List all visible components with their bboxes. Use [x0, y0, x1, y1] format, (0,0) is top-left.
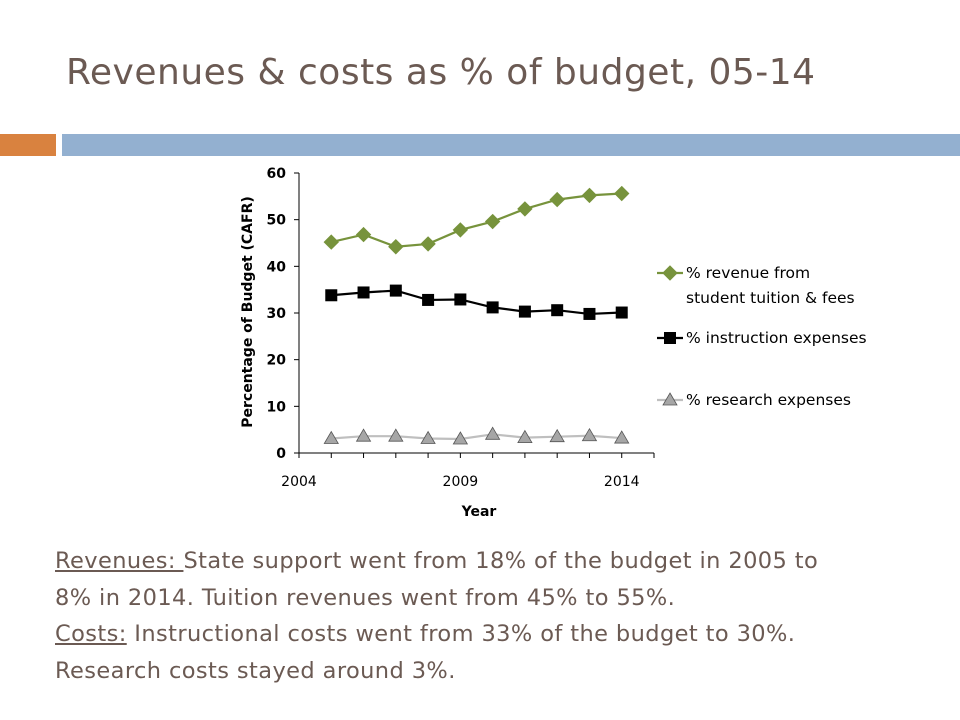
data-point: [422, 293, 435, 306]
data-point: [551, 304, 564, 317]
data-point: [452, 222, 469, 238]
y-tick-label: 30: [267, 306, 287, 322]
data-point: [484, 213, 501, 230]
legend-item-2: % instruction expenses: [657, 329, 867, 347]
slide-title: Revenues & costs as % of budget, 05-14: [66, 52, 816, 93]
data-point: [518, 305, 531, 318]
data-point: [615, 306, 628, 319]
data-point: [581, 187, 598, 204]
data-point: [420, 236, 436, 252]
chart-series: [323, 185, 630, 445]
series-3: [323, 426, 630, 445]
data-point: [355, 226, 372, 243]
data-point: [549, 191, 565, 208]
x-tick-label: 2009: [443, 474, 479, 490]
data-point: [484, 426, 501, 440]
y-tick-label: 60: [267, 166, 287, 182]
legend-label: % research expenses: [686, 391, 851, 409]
data-point: [452, 431, 469, 445]
data-point: [581, 427, 598, 442]
data-point: [583, 307, 596, 320]
accent-bar-blue: [62, 134, 960, 156]
x-tick-label: 2004: [281, 474, 317, 490]
y-axis-title: Percentage of Budget (CAFR): [240, 196, 256, 428]
data-point: [389, 284, 402, 297]
legend-label: student tuition & fees: [686, 289, 855, 307]
data-point: [614, 430, 630, 444]
data-point: [517, 201, 533, 217]
revenues-label: Revenues:: [55, 548, 184, 574]
series-1: [323, 185, 630, 255]
data-point: [486, 301, 499, 314]
revenues-text-1: State support went from 18% of the budge…: [183, 548, 819, 574]
data-point: [454, 293, 467, 306]
legend-item-3: % research expenses: [657, 391, 851, 409]
data-point: [614, 185, 630, 202]
costs-line-2: Research costs stayed around 3%.: [55, 653, 935, 690]
y-tick-label: 0: [276, 446, 286, 462]
costs-line-1: Costs: Instructional costs went from 33%…: [55, 616, 935, 653]
accent-bar-orange: [0, 134, 56, 156]
data-point: [549, 428, 565, 443]
series-line: [331, 433, 622, 441]
legend-label: % instruction expenses: [686, 329, 867, 347]
costs-text-2: Research costs stayed around 3%.: [55, 657, 456, 684]
series-line: [331, 192, 622, 248]
data-point: [357, 286, 370, 299]
legend-marker: [662, 265, 678, 281]
costs-text-1: Instructional costs went from 33% of the…: [126, 621, 796, 647]
data-point: [323, 430, 339, 444]
costs-label: Costs:: [55, 621, 127, 647]
revenues-line-2: 8% in 2014. Tuition revenues went from 4…: [55, 580, 935, 617]
data-point: [517, 429, 533, 444]
data-point: [355, 428, 372, 442]
x-tick-label: 2014: [604, 474, 640, 490]
y-tick-label: 40: [267, 259, 287, 275]
revenues-text-2: 8% in 2014. Tuition revenues went from 4…: [55, 584, 676, 611]
legend-item-1: % revenue from student tuition & fees: [657, 264, 855, 307]
data-point: [325, 289, 338, 302]
series-2: [325, 284, 628, 320]
data-point: [388, 239, 404, 255]
body-text: Revenues: State support went from 18% of…: [55, 543, 935, 689]
chart-legend: % revenue from student tuition & fees % in…: [657, 264, 867, 409]
y-tick-label: 50: [267, 213, 287, 229]
y-tick-label: 10: [267, 399, 287, 415]
y-tick-label: 20: [267, 353, 287, 369]
revenues-line-1: Revenues: State support went from 18% of…: [55, 543, 935, 580]
series-line: [331, 289, 622, 316]
legend-marker: [662, 392, 678, 406]
data-point: [388, 428, 404, 442]
data-point: [420, 430, 436, 444]
legend-label: % revenue from: [686, 264, 810, 282]
data-point: [323, 234, 339, 250]
x-axis-title: Year: [461, 504, 497, 520]
legend-marker: [664, 332, 676, 344]
chart-ticks: 0 10 20 30 40 50 60 2004 2009 2014: [267, 166, 655, 490]
